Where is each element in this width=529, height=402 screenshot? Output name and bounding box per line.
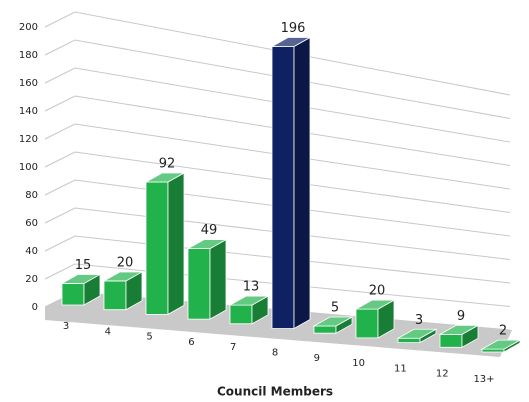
grid-line [44,11,511,96]
bar-front [397,337,421,344]
grid-line [44,67,511,143]
bar-front [103,280,127,311]
bar [228,295,270,325]
bar-top [312,316,354,327]
bar-front [187,248,211,320]
bar-top [480,339,522,350]
bar-front [313,325,337,334]
bar [102,271,144,311]
x-tick-label: 12 [436,369,449,380]
bar-front [145,181,169,315]
bar [480,339,522,353]
value-label: 49 [201,223,218,238]
x-tick-label: 3 [63,321,69,332]
y-tick-label: 160 [19,78,38,89]
x-axis-label: Council Members [217,385,333,399]
grid-line [44,123,511,190]
bar-front [439,333,463,348]
y-tick-label: 60 [25,218,38,229]
x-tick-label: 13+ [473,374,494,385]
bar-front [61,283,85,306]
bar-front [481,348,505,353]
value-label: 2 [499,324,507,339]
grid-line [44,207,511,260]
bar [354,299,396,339]
bar-top [60,274,102,284]
x-tick-label: 7 [230,342,236,353]
grid-line [44,151,511,213]
x-tick-label: 6 [188,337,194,348]
grid-line [44,95,511,166]
grid-line [44,39,511,119]
value-label: 196 [281,21,306,36]
y-tick-label: 0 [32,302,38,313]
value-label: 9 [457,309,465,324]
bar [60,273,102,306]
value-label: 15 [75,258,92,273]
value-label: 92 [159,157,176,172]
x-tick-label: 4 [105,326,111,337]
bar-side [167,172,185,316]
y-tick-label: 100 [19,162,38,173]
bar [144,172,186,316]
bar [312,316,354,334]
value-label: 20 [117,255,134,270]
bar-side [293,36,311,330]
grid-line [44,235,511,284]
x-tick-label: 9 [314,353,320,364]
bar-top [438,324,480,335]
bar-front [271,46,295,329]
value-label: 5 [331,301,339,316]
x-tick-label: 10 [352,358,365,369]
value-label: 3 [415,313,423,328]
y-tick-label: 140 [19,106,38,117]
grid-line [44,179,511,237]
y-tick-label: 200 [19,22,38,33]
bar-top [186,239,228,250]
bar-top [144,172,186,183]
value-label: 13 [243,280,260,295]
bar-top [270,37,312,47]
y-tick-label: 180 [19,50,38,61]
bar [396,328,438,344]
bar-top [102,271,144,282]
x-tick-label: 5 [146,332,152,343]
bar [270,36,312,330]
bar-top [228,295,270,306]
y-tick-label: 80 [25,190,38,201]
bar [438,324,480,348]
grid-line [44,263,511,307]
bar-front [355,308,379,339]
bar-top [354,299,396,310]
x-tick-label: 8 [272,348,278,359]
y-tick-label: 20 [25,274,38,285]
bar-top [396,328,438,339]
value-label: 20 [369,284,386,299]
bar [186,238,228,320]
x-tick-label: 11 [394,363,407,374]
bar-side [209,238,227,320]
y-tick-label: 120 [19,134,38,145]
bar-front [229,304,253,325]
y-tick-label: 40 [25,246,38,257]
